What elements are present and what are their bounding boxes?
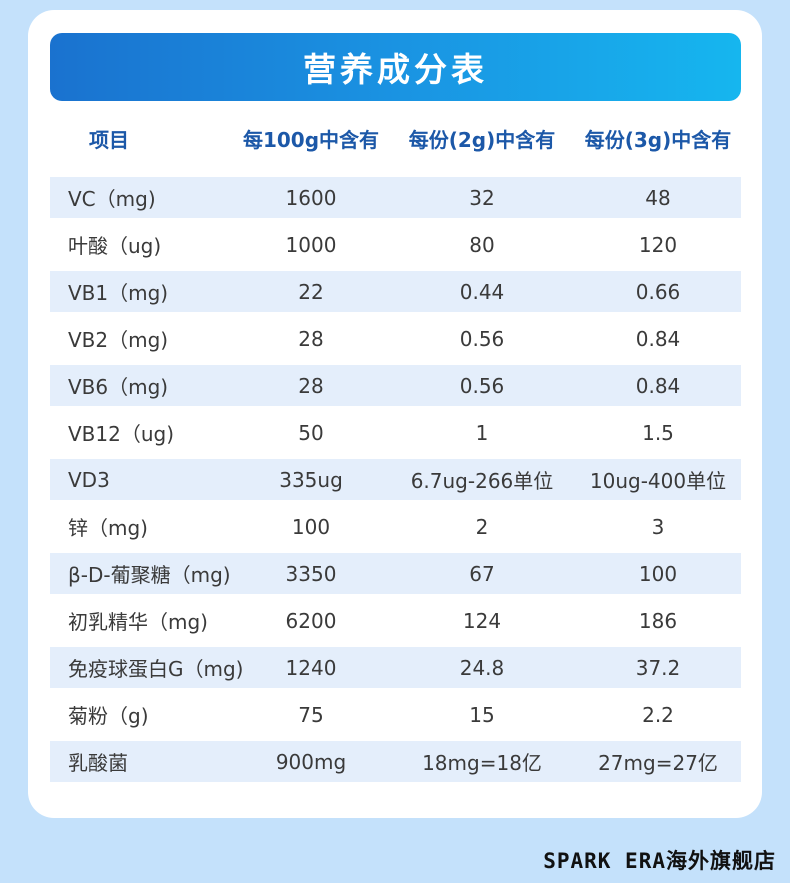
cell-per-100g: 50 [298,420,324,445]
nutrition-table-body: VC（mg) 1600 32 48 叶酸（ug) 1000 80 120 VB1（mg) 22 0.… [50,177,741,788]
cell-per-3g: 48 [645,185,671,210]
cell-item: 叶酸（ug) [68,234,162,258]
cell-per-3g: 2.2 [642,702,674,727]
cell-item: 免疫球蛋白G（mg) [68,657,244,681]
cell-per-3g: 120 [638,232,678,257]
header-item: 项目 [89,127,129,152]
table-row: 免疫球蛋白G（mg) 1240 24.8 37.2 [50,647,741,688]
cell-per-3g: 27mg=27亿 [598,751,718,775]
table-row: VB2（mg) 28 0.56 0.84 [50,318,741,359]
cell-per-3g: 37.2 [635,655,681,680]
cell-item: 锌（mg) [68,516,148,540]
cell-per-100g: 3350 [285,561,337,586]
table-header: 项目 每100g中含有 每份(2g)中含有 每份(3g)中含有 [50,116,741,160]
cell-item: VD3 [68,467,110,492]
cell-per-3g: 3 [651,514,665,539]
table-row: 初乳精华（mg) 6200 124 186 [50,600,741,641]
cell-per-3g: 0.84 [635,373,681,398]
table-row: β-D-葡聚糖（mg) 3350 67 100 [50,553,741,594]
cell-per-2g: 15 [469,702,495,727]
cell-per-2g: 0.56 [459,326,505,351]
cell-per-3g: 0.84 [635,326,681,351]
cell-per-2g: 6.7ug-266单位 [410,469,554,493]
cell-per-100g: 28 [298,373,324,398]
store-watermark: SPARK ERA海外旗舰店 [543,849,776,873]
cell-per-3g: 1.5 [642,420,674,445]
nutrition-title: 营养成分表 [50,33,741,101]
cell-item: 菊粉（g) [68,704,149,728]
cell-per-100g: 6200 [285,608,337,633]
cell-item: 乳酸菌 [68,751,128,775]
cell-per-3g: 186 [638,608,678,633]
header-per-2g: 每份(2g)中含有 [408,127,556,152]
cell-per-2g: 18mg=18亿 [422,751,542,775]
cell-per-2g: 67 [469,561,495,586]
cell-per-3g: 10ug-400单位 [589,469,727,493]
header-per-3g: 每份(3g)中含有 [584,127,732,152]
cell-per-100g: 1600 [285,185,337,210]
cell-item: VB1（mg) [68,281,169,305]
cell-item: VB2（mg) [68,328,169,352]
table-row: 锌（mg) 100 2 3 [50,506,741,547]
cell-per-3g: 0.66 [635,279,681,304]
cell-per-100g: 100 [291,514,331,539]
cell-per-100g: 335ug [279,467,343,492]
table-row: 叶酸（ug) 1000 80 120 [50,224,741,265]
cell-item: VC（mg) [68,187,156,211]
cell-per-2g: 32 [469,185,495,210]
cell-per-2g: 2 [475,514,489,539]
table-row: 菊粉（g) 75 15 2.2 [50,694,741,735]
cell-per-100g: 22 [298,279,324,304]
cell-per-100g: 1240 [285,655,337,680]
cell-per-3g: 100 [638,561,678,586]
cell-item: VB12（ug) [68,422,175,446]
cell-item: β-D-葡聚糖（mg) [68,563,231,587]
header-per-100g: 每100g中含有 [242,127,380,152]
table-row: VD3 335ug 6.7ug-266单位 10ug-400单位 [50,459,741,500]
cell-per-2g: 24.8 [459,655,505,680]
table-row: VC（mg) 1600 32 48 [50,177,741,218]
table-row: VB1（mg) 22 0.44 0.66 [50,271,741,312]
cell-per-2g: 124 [462,608,502,633]
table-row: VB12（ug) 50 1 1.5 [50,412,741,453]
cell-per-100g: 900mg [275,749,347,774]
cell-per-100g: 75 [298,702,324,727]
cell-item: 初乳精华（mg) [68,610,208,634]
table-row: VB6（mg) 28 0.56 0.84 [50,365,741,406]
cell-per-100g: 28 [298,326,324,351]
cell-item: VB6（mg) [68,375,169,399]
cell-per-2g: 1 [475,420,489,445]
cell-per-2g: 0.56 [459,373,505,398]
cell-per-100g: 1000 [285,232,337,257]
cell-per-2g: 0.44 [459,279,505,304]
cell-per-2g: 80 [469,232,495,257]
table-row: 乳酸菌 900mg 18mg=18亿 27mg=27亿 [50,741,741,782]
